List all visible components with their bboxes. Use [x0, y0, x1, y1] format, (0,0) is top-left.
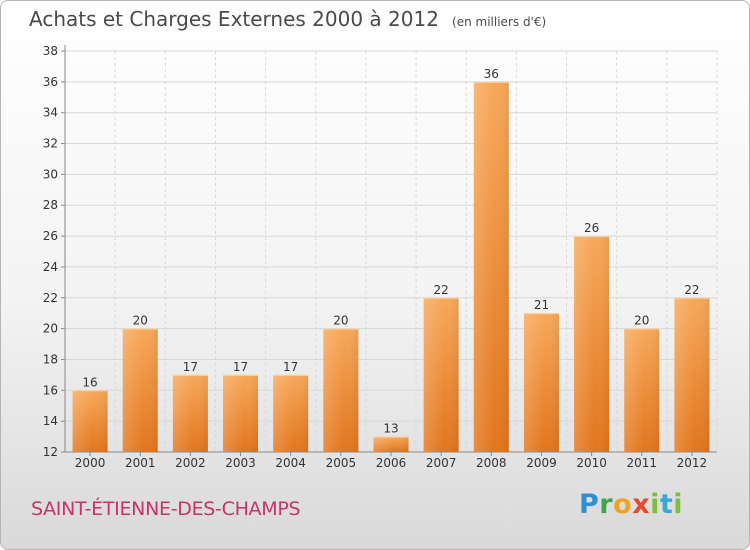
y-tick-label: 34: [43, 106, 58, 120]
x-tick-label: 2012: [677, 456, 708, 470]
data-label: 13: [383, 422, 398, 436]
bar-shade-2005: [323, 328, 359, 452]
bar-shade-2002: [172, 374, 208, 452]
bar-shade-2000: [72, 390, 108, 452]
data-label: 36: [484, 67, 499, 81]
x-tick-label: 2002: [175, 456, 206, 470]
bar-shade-2009: [523, 313, 559, 452]
data-label: 22: [684, 283, 699, 297]
y-tick-label: 22: [43, 291, 58, 305]
x-tick-label: 2006: [376, 456, 407, 470]
y-tick-label: 16: [43, 383, 58, 397]
data-labels: 16 20 17 17 17 20 13 22 36 21 26 20 22: [82, 67, 699, 436]
logo-letter: t: [659, 489, 674, 520]
data-label: 17: [233, 360, 248, 374]
x-tick-label: 2003: [225, 456, 256, 470]
x-tick-label: 2007: [426, 456, 457, 470]
chart-title-block: Achats et Charges Externes 2000 à 2012 (…: [29, 7, 546, 31]
y-tick-label: 14: [43, 414, 58, 428]
grid-lines: [64, 50, 718, 453]
bar-shade-2006: [373, 436, 409, 452]
logo-letter: i: [673, 489, 684, 520]
logo-letter: i: [650, 489, 660, 520]
y-tick-label: 30: [43, 167, 58, 181]
x-tick-label: 2004: [275, 456, 306, 470]
y-tick-label: 24: [43, 260, 58, 274]
y-tick-label: 18: [43, 352, 58, 366]
bar-shade-2003: [223, 374, 259, 452]
bar-shade-2004: [273, 374, 309, 452]
bar-shade-2012: [674, 297, 710, 452]
y-tick-label: 20: [43, 322, 58, 336]
y-tick-label: 38: [43, 44, 58, 58]
bar-shade-2008: [473, 81, 509, 452]
axes: 12 14 16 18 20 22 24 26 28 30 32 34 36 38 2000 2001 2002…: [43, 44, 717, 470]
chart-title: Achats et Charges Externes 2000 à 2012: [29, 7, 439, 31]
y-tick-label: 28: [43, 198, 58, 212]
x-tick-label: 2005: [326, 456, 357, 470]
bar-shade-2010: [574, 236, 610, 452]
location-name: SAINT-ÉTIENNE-DES-CHAMPS: [31, 498, 301, 520]
data-label: 22: [434, 283, 449, 297]
y-tick-label: 26: [43, 229, 58, 243]
bars: [72, 81, 710, 452]
data-label: 20: [333, 314, 348, 328]
x-tick-label: 2001: [125, 456, 156, 470]
bar-shade-2007: [423, 297, 459, 452]
x-tick-label: 2008: [476, 456, 507, 470]
data-label: 26: [584, 221, 599, 235]
data-label: 20: [634, 314, 649, 328]
x-tick-label: 2011: [626, 456, 657, 470]
x-tick-label: 2000: [75, 456, 106, 470]
bar-shade-2001: [122, 328, 158, 452]
y-tick-label: 12: [43, 445, 58, 459]
bar-shade-2011: [624, 328, 660, 452]
logo-letter: r: [599, 489, 614, 520]
proxiti-logo: Proxiti: [579, 489, 683, 520]
logo-letter: x: [632, 489, 651, 520]
data-label: 20: [133, 314, 148, 328]
data-label: 16: [82, 375, 97, 389]
data-label: 21: [534, 298, 549, 312]
x-tick-label: 2009: [526, 456, 557, 470]
chart-unit-note: (en milliers d'€): [452, 15, 547, 29]
data-label: 17: [183, 360, 198, 374]
y-tick-label: 32: [43, 137, 58, 151]
y-tick-label: 36: [43, 75, 58, 89]
logo-letter: o: [613, 489, 633, 520]
data-label: 17: [283, 360, 298, 374]
logo-letter: P: [579, 489, 600, 520]
x-tick-label: 2010: [576, 456, 607, 470]
